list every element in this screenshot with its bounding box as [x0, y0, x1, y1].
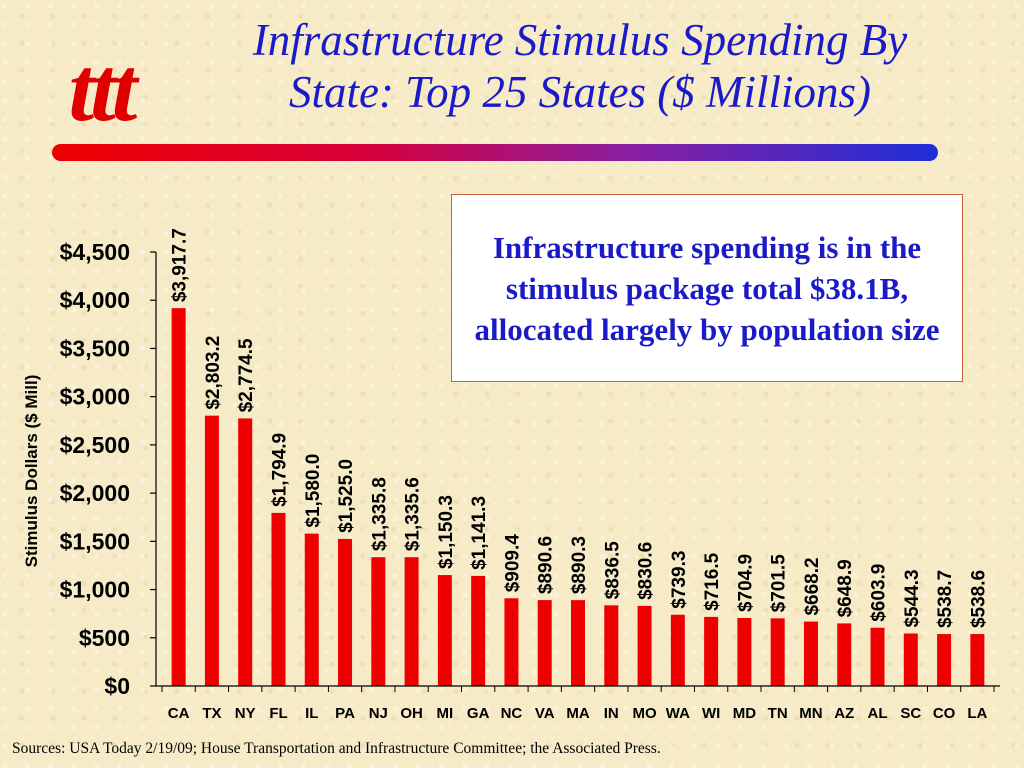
- x-tick-label: MD: [733, 705, 756, 722]
- y-tick-label: $2,500: [60, 432, 130, 458]
- callout-text: Infrastructure spending is in the stimul…: [474, 229, 940, 347]
- bar-mo: [637, 605, 652, 686]
- x-tick-label: SC: [900, 705, 921, 722]
- data-label: $704.9: [735, 554, 756, 612]
- data-label: $890.6: [536, 536, 557, 594]
- x-tick-label: AL: [868, 705, 888, 722]
- y-tick-label: $500: [79, 625, 130, 651]
- data-label: $1,580.0: [303, 454, 324, 528]
- x-tick-label: FL: [269, 705, 287, 722]
- title-line-1: Infrastructure Stimulus Spending By: [252, 15, 908, 65]
- sources-footnote: Sources: USA Today 2/19/09; House Transp…: [12, 740, 661, 757]
- x-tick-label: AZ: [834, 705, 854, 722]
- data-label: $538.7: [935, 570, 956, 628]
- x-tick-label: MA: [566, 705, 589, 722]
- bar-ny: [238, 418, 253, 686]
- bars: $3,917.7 $2,803.2 $2,774.5 $1,794.9 $1,580.0…: [170, 228, 989, 686]
- x-tick-label: WI: [702, 705, 720, 722]
- y-tick-label: $1,500: [60, 528, 130, 554]
- y-tick-label: $4,500: [60, 239, 130, 265]
- data-label: $2,803.2: [203, 336, 224, 410]
- data-label: $1,141.3: [469, 496, 490, 570]
- bar-md: [737, 618, 752, 686]
- data-label: $1,150.3: [436, 495, 457, 569]
- logo-mark: ttt: [69, 48, 140, 132]
- bar-la: [970, 634, 985, 686]
- bar-al: [870, 627, 885, 686]
- x-tick-label: TN: [768, 705, 788, 722]
- x-tick-label: MN: [799, 705, 822, 722]
- x-tick-label: GA: [467, 705, 490, 722]
- data-label: $603.9: [869, 564, 890, 622]
- data-label: $1,335.8: [369, 477, 390, 551]
- callout-box: Infrastructure spending is in the stimul…: [451, 194, 963, 382]
- bar-wi: [704, 616, 719, 686]
- data-label: $3,917.7: [170, 228, 191, 302]
- bar-mi: [437, 575, 452, 686]
- x-tick-label: NY: [235, 705, 256, 722]
- slide-title: Infrastructure Stimulus Spending By Stat…: [150, 14, 1010, 118]
- bar-fl: [271, 512, 286, 686]
- x-tick-label: NJ: [369, 705, 388, 722]
- x-tick-label: IL: [305, 705, 318, 722]
- bar-ga: [471, 575, 486, 686]
- x-tick-label: IN: [604, 705, 619, 722]
- bar-ca: [171, 308, 186, 686]
- bar-oh: [404, 557, 419, 686]
- x-tick-label: PA: [335, 705, 355, 722]
- data-label: $544.3: [902, 569, 923, 627]
- x-tick-label: MO: [632, 705, 656, 722]
- x-tick-label: OH: [400, 705, 423, 722]
- y-tick-label: $4,000: [60, 287, 130, 313]
- x-tick-label: VA: [535, 705, 555, 722]
- bar-tn: [770, 618, 785, 686]
- data-label: $1,525.0: [336, 459, 357, 533]
- bar-sc: [903, 633, 918, 686]
- data-label: $1,335.6: [403, 477, 424, 551]
- bar-mn: [803, 621, 818, 686]
- data-label: $538.6: [968, 570, 989, 628]
- data-label: $1,794.9: [269, 433, 290, 507]
- x-tick-label: CA: [168, 705, 190, 722]
- bar-tx: [204, 415, 219, 686]
- bar-wa: [670, 614, 685, 686]
- data-label: $2,774.5: [236, 338, 257, 412]
- x-tick-label: WA: [666, 705, 690, 722]
- y-tick-label: $3,000: [60, 384, 130, 410]
- y-axis: $0 $500 $1,000 $1,500 $2,000 $2,500 $3,000 $3,5…: [60, 239, 157, 699]
- x-tick-label: CO: [933, 705, 956, 722]
- bar-nc: [504, 598, 519, 686]
- bar-pa: [338, 538, 353, 686]
- y-tick-label: $0: [104, 673, 130, 699]
- x-tick-label: MI: [437, 705, 454, 722]
- y-tick-label: $2,000: [60, 480, 130, 506]
- y-tick-label: $3,500: [60, 335, 130, 361]
- data-label: $701.5: [769, 554, 790, 613]
- x-tick-label: NC: [501, 705, 523, 722]
- title-line-2: State: Top 25 States ($ Millions): [288, 67, 872, 117]
- data-label: $909.4: [502, 534, 523, 593]
- x-axis: CA TX NY FL IL PA NJ OH MI GA NC VA MA IN MO WA WI MD TN MN…: [156, 685, 1000, 722]
- x-tick-label: TX: [202, 705, 221, 722]
- bar-ma: [571, 600, 585, 686]
- data-label: $648.9: [835, 559, 856, 617]
- data-label: $716.5: [702, 552, 723, 611]
- data-label: $836.5: [602, 541, 623, 600]
- x-tick-label: LA: [967, 705, 987, 722]
- bar-il: [304, 533, 319, 686]
- bar-co: [937, 634, 952, 686]
- data-label: $668.2: [802, 557, 823, 615]
- data-label: $890.3: [569, 536, 590, 594]
- bar-az: [837, 623, 852, 686]
- title-divider-bar: [52, 144, 938, 161]
- data-label: $739.3: [669, 551, 690, 609]
- bar-in: [604, 605, 619, 686]
- company-logo: ttt: [69, 48, 144, 132]
- y-axis-label: Stimulus Dollars ($ Mill): [22, 375, 41, 568]
- bar-va: [537, 600, 552, 686]
- data-label: $830.6: [636, 542, 657, 600]
- y-tick-label: $1,000: [60, 577, 130, 603]
- bar-nj: [371, 557, 386, 686]
